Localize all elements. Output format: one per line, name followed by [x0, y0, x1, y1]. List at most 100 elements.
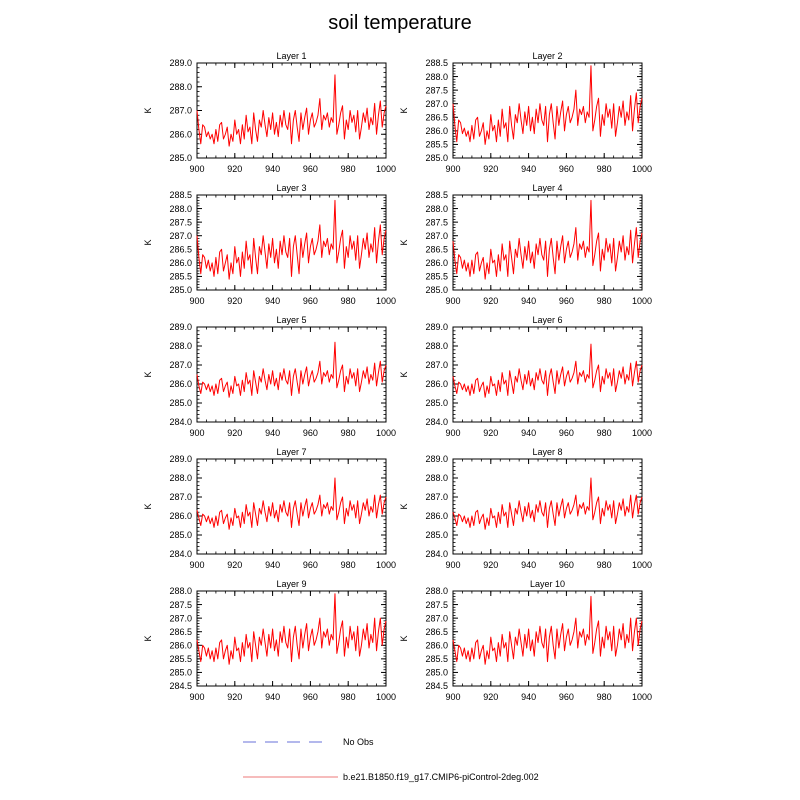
series-line — [452, 343, 643, 398]
series-line — [452, 199, 643, 280]
series-line — [196, 477, 387, 530]
panel-title: Layer 3 — [276, 183, 306, 193]
series-line — [196, 593, 387, 665]
x-tick-label: 980 — [341, 692, 356, 702]
y-tick-label: 287.0 — [169, 360, 192, 370]
x-tick-label: 920 — [227, 428, 242, 438]
series-line — [452, 595, 643, 665]
y-tick-label: 288.5 — [425, 190, 448, 200]
y-tick-label: 287.5 — [425, 85, 448, 95]
x-tick-label: 1000 — [376, 296, 396, 306]
x-tick-label: 960 — [303, 692, 318, 702]
panel-layer-10: Layer 10 K 900 920 940 960 980 1000 284.5 285.0 28… — [399, 579, 652, 702]
x-tick-label: 980 — [341, 428, 356, 438]
x-tick-label: 960 — [559, 296, 574, 306]
x-tick-label: 920 — [483, 164, 498, 174]
x-tick-label: 900 — [445, 296, 460, 306]
x-tick-label: 920 — [227, 164, 242, 174]
x-tick-label: 940 — [265, 296, 280, 306]
legend-label-no-obs: No Obs — [343, 737, 374, 747]
panel-title: Layer 6 — [532, 315, 562, 325]
panel-layer-4: Layer 4 K 900 920 940 960 980 1000 285.0 285.5 286… — [399, 183, 652, 306]
panel-layer-9: Layer 9 K 900 920 940 960 980 1000 284.5 285.0 285… — [143, 579, 396, 702]
y-axis-label: K — [399, 107, 409, 113]
panel-layer-2: Layer 2 K 900 920 940 960 980 1000 285.0 285.5 286… — [399, 51, 652, 174]
x-tick-label: 900 — [445, 164, 460, 174]
y-tick-label: 285.0 — [169, 398, 192, 408]
x-tick-label: 920 — [483, 296, 498, 306]
y-tick-label: 288.0 — [425, 72, 448, 82]
x-tick-label: 980 — [597, 164, 612, 174]
y-tick-label: 285.5 — [169, 272, 192, 282]
x-tick-label: 1000 — [632, 428, 652, 438]
y-tick-label: 287.5 — [169, 600, 192, 610]
y-tick-label: 285.0 — [425, 398, 448, 408]
x-tick-label: 1000 — [632, 296, 652, 306]
x-tick-label: 980 — [597, 296, 612, 306]
panel-title: Layer 5 — [276, 315, 306, 325]
x-tick-label: 900 — [189, 164, 204, 174]
panel-layer-6: Layer 6 K 900 920 940 960 980 1000 284.0 285.0 286… — [399, 315, 652, 438]
y-tick-label: 285.5 — [425, 140, 448, 150]
y-tick-label: 289.0 — [169, 322, 192, 332]
y-axis-label: K — [143, 503, 153, 509]
y-tick-label: 285.5 — [425, 654, 448, 664]
y-tick-label: 289.0 — [425, 454, 448, 464]
y-tick-label: 285.0 — [169, 285, 192, 295]
y-tick-label: 288.0 — [425, 341, 448, 351]
x-tick-label: 960 — [303, 560, 318, 570]
x-tick-label: 940 — [521, 428, 536, 438]
series-line — [452, 65, 643, 145]
y-tick-label: 286.5 — [425, 627, 448, 637]
y-tick-label: 286.5 — [169, 244, 192, 254]
y-tick-label: 286.0 — [169, 258, 192, 268]
panel-layer-5: Layer 5 K 900 920 940 960 980 1000 284.0 285.0 286… — [143, 315, 396, 438]
panel-layer-3: Layer 3 K 900 920 940 960 980 1000 285.0 285.5 286… — [143, 183, 396, 306]
y-tick-label: 285.5 — [169, 654, 192, 664]
y-tick-label: 286.0 — [169, 129, 192, 139]
x-tick-label: 940 — [521, 296, 536, 306]
y-tick-label: 286.0 — [169, 640, 192, 650]
y-axis-label: K — [399, 239, 409, 245]
x-tick-label: 960 — [559, 560, 574, 570]
y-axis-label: K — [143, 371, 153, 377]
panel-layer-1: Layer 1 K 900 920 940 960 980 1000 285.0 286.0 287… — [143, 51, 396, 174]
x-tick-label: 960 — [303, 428, 318, 438]
y-tick-label: 288.5 — [425, 58, 448, 68]
x-tick-label: 1000 — [632, 560, 652, 570]
y-tick-label: 287.0 — [169, 613, 192, 623]
y-tick-label: 286.5 — [425, 112, 448, 122]
y-tick-label: 284.5 — [169, 681, 192, 691]
y-tick-label: 285.0 — [169, 668, 192, 678]
y-tick-label: 285.5 — [425, 272, 448, 282]
y-tick-label: 285.0 — [425, 153, 448, 163]
x-tick-label: 1000 — [376, 428, 396, 438]
y-tick-label: 286.0 — [425, 258, 448, 268]
y-tick-label: 289.0 — [169, 454, 192, 464]
y-tick-label: 286.0 — [169, 379, 192, 389]
y-tick-label: 288.0 — [169, 82, 192, 92]
figure-title: soil temperature — [328, 12, 471, 34]
x-tick-label: 980 — [597, 428, 612, 438]
x-tick-label: 920 — [227, 560, 242, 570]
panel-layer-8: Layer 8 K 900 920 940 960 980 1000 284.0 285.0 286… — [399, 447, 652, 570]
x-tick-label: 900 — [189, 692, 204, 702]
x-tick-label: 1000 — [632, 164, 652, 174]
x-tick-label: 1000 — [376, 560, 396, 570]
x-tick-label: 1000 — [376, 164, 396, 174]
y-tick-label: 285.0 — [425, 530, 448, 540]
x-tick-label: 940 — [521, 692, 536, 702]
y-tick-label: 286.5 — [169, 627, 192, 637]
x-tick-label: 980 — [341, 560, 356, 570]
x-tick-label: 960 — [303, 296, 318, 306]
y-tick-label: 287.5 — [425, 217, 448, 227]
y-tick-label: 286.0 — [425, 511, 448, 521]
y-tick-label: 286.5 — [425, 244, 448, 254]
y-tick-label: 284.0 — [425, 549, 448, 559]
x-tick-label: 900 — [189, 296, 204, 306]
y-tick-label: 287.0 — [169, 231, 192, 241]
legend-label-model: b.e21.B1850.f19_g17.CMIP6-piControl-2deg… — [343, 772, 539, 782]
x-tick-label: 940 — [265, 164, 280, 174]
x-tick-label: 940 — [265, 692, 280, 702]
panel-title: Layer 2 — [532, 51, 562, 61]
